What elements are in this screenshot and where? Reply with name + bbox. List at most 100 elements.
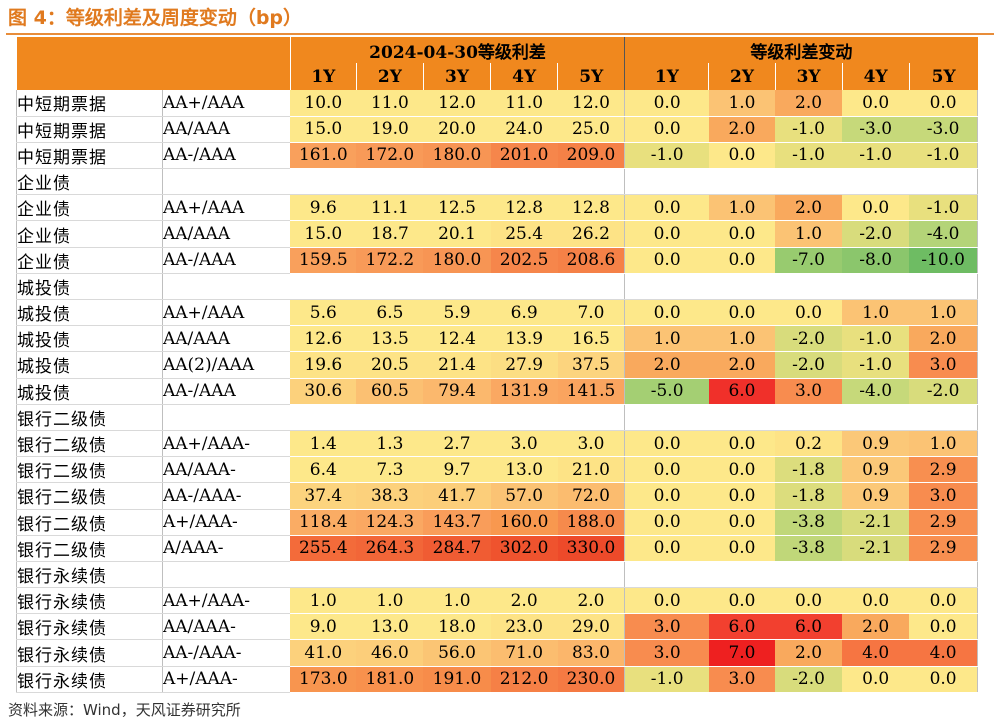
source-note: 资料来源：Wind，天风证券研究所 (8, 701, 241, 719)
spread-cell: 180.0 (423, 247, 491, 274)
table-body: 中短期票据 AA+/AAA 10.0 11.0 12.0 11.0 12.0 0.0 1.0 2.… (16, 90, 979, 693)
spread-cell: 10.0 (290, 90, 357, 117)
change-cell: -2.0 (775, 666, 843, 693)
change-cell: 0.0 (708, 535, 775, 562)
change-cell: -2.0 (842, 220, 910, 248)
change-cell: 2.0 (708, 116, 775, 143)
change-cell: 0.0 (909, 666, 979, 693)
change-cell: 0.0 (775, 587, 843, 615)
change-cell: 0.0 (708, 587, 775, 615)
rating-pair: AA/AAA- (161, 456, 291, 484)
change-cell: -3.8 (775, 535, 843, 562)
empty-cell (490, 273, 558, 301)
empty-cell (356, 273, 424, 301)
empty-cell (708, 404, 775, 431)
change-cell: 6.0 (775, 613, 843, 641)
empty-cell (557, 273, 626, 301)
empty-cell (423, 273, 491, 301)
spread-cell: 6.9 (490, 299, 558, 327)
change-cell: 7.0 (708, 639, 775, 667)
change-cell: 0.0 (624, 247, 709, 274)
change-cell: -4.0 (909, 220, 979, 248)
spread-cell: 29.0 (557, 613, 626, 641)
empty-cell (423, 561, 491, 589)
rating-pair: AA/AAA (161, 325, 291, 353)
table-row: 城投债 AA+/AAA 5.6 6.5 5.9 6.9 7.0 0.0 0.0 0.0 1.0 1.0 (16, 299, 979, 327)
tenor-header: 4Y (841, 63, 910, 90)
rating-pair: AA-/AAA (161, 142, 291, 170)
spread-cell: 18.0 (423, 613, 491, 641)
spread-cell: 12.8 (557, 194, 626, 222)
rating-pair: AA-/AAA- (161, 639, 291, 667)
table-row: 中短期票据 AA+/AAA 10.0 11.0 12.0 11.0 12.0 0.0 1.0 2.… (16, 90, 979, 117)
bond-type-label: 城投债 (16, 325, 163, 353)
spread-cell: 124.3 (356, 509, 424, 536)
bond-type-label: 企业债 (16, 168, 163, 196)
table-row: 中短期票据 AA-/AAA 161.0 172.0 180.0 201.0 209.0 -1.… (16, 142, 979, 170)
table-row: 城投债 AA/AAA 12.6 13.5 12.4 13.9 16.5 1.0 1.0 -2.0-… (16, 325, 979, 353)
spread-cell: 57.0 (490, 482, 558, 510)
spread-cell: 202.5 (490, 247, 558, 274)
empty-cell (775, 273, 843, 301)
rating-pair: AA-/AAA (161, 247, 291, 274)
change-cell: -7.0 (775, 247, 843, 274)
empty-cell (842, 404, 910, 431)
header-row-tenors: 1Y 2Y 3Y 4Y 5Y 1Y 2Y 3Y 4Y 5Y (16, 63, 978, 90)
change-cell: 2.9 (909, 456, 979, 484)
section-row: 银行永续债 (16, 561, 979, 589)
spread-cell: 37.5 (557, 351, 626, 379)
bond-type-label: 城投债 (16, 351, 163, 379)
change-cell: 3.0 (624, 613, 709, 641)
spread-table: 2024-04-30等级利差 等级利差变动 1Y 2Y 3Y 4Y 5Y 1Y … (16, 37, 979, 693)
spread-cell: 2.0 (557, 587, 626, 615)
empty-cell (842, 561, 910, 589)
header-corner (16, 37, 291, 63)
empty-cell (290, 404, 357, 431)
spread-cell: 118.4 (290, 509, 357, 536)
bond-type-label: 企业债 (16, 220, 163, 248)
bond-type-label: 城投债 (16, 273, 163, 301)
change-cell: 0.9 (842, 456, 910, 484)
rating-pair: AA+/AAA- (161, 430, 291, 458)
spread-cell: 16.5 (557, 325, 626, 353)
spread-cell: 12.8 (490, 194, 558, 222)
change-cell: 0.0 (624, 456, 709, 484)
tenor-header: 5Y (908, 63, 978, 90)
change-cell: 0.0 (708, 509, 775, 536)
change-cell: 1.0 (842, 299, 910, 327)
tenor-header: 3Y (774, 63, 843, 90)
change-cell: -2.0 (775, 325, 843, 353)
change-cell: 1.0 (909, 430, 979, 458)
tenor-header: 2Y (708, 63, 775, 90)
bond-type-label: 企业债 (16, 194, 163, 222)
spread-cell: 160.0 (490, 509, 558, 536)
empty-cell (624, 273, 709, 301)
rating-pair: AA-/AAA- (161, 482, 291, 510)
change-cell: 2.0 (842, 613, 910, 641)
spread-cell: 173.0 (290, 666, 357, 693)
change-cell: 0.0 (708, 456, 775, 484)
change-cell: -1.0 (842, 351, 910, 379)
bond-type-label: 银行二级债 (16, 535, 163, 562)
empty-cell (775, 404, 843, 431)
spread-cell: 1.0 (290, 587, 357, 615)
spread-cell: 255.4 (290, 535, 357, 562)
table-row: 城投债 AA(2)/AAA 19.6 20.5 21.4 27.9 37.5 2.0 2.0 -2… (16, 351, 979, 379)
change-cell: 2.0 (775, 90, 843, 117)
spread-cell: 11.1 (356, 194, 424, 222)
empty-cell (708, 273, 775, 301)
spread-cell: 2.7 (423, 430, 491, 458)
change-cell: -4.0 (842, 378, 910, 405)
spread-cell: 3.0 (557, 430, 626, 458)
empty-cell (423, 404, 491, 431)
empty-cell (557, 404, 626, 431)
rating-pair: A+/AAA- (161, 509, 291, 536)
bond-type-label: 银行二级债 (16, 456, 163, 484)
empty-cell (909, 404, 979, 431)
rating-pair: AA/AAA- (161, 613, 291, 641)
spread-cell: 19.0 (356, 116, 424, 143)
figure-title: 图 4：等级利差及周度变动（bp） (8, 7, 303, 29)
change-cell: 0.0 (909, 90, 979, 117)
change-cell: 0.0 (708, 220, 775, 248)
change-cell: 2.0 (909, 325, 979, 353)
